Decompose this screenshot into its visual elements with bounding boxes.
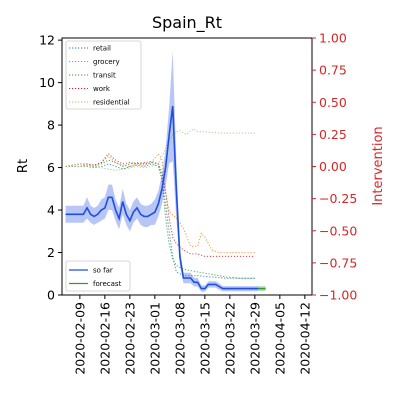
y-tick-label-left: 0 bbox=[47, 288, 55, 303]
legend-rt: so far forecast bbox=[65, 260, 131, 292]
chart-title: Spain_Rt bbox=[152, 13, 222, 33]
x-tick-label: 2020-02-16 bbox=[97, 302, 112, 375]
x-tick-label: 2020-03-01 bbox=[147, 302, 162, 375]
y-axis-label-right: Intervention bbox=[371, 126, 386, 205]
x-tick-label: 2020-03-08 bbox=[172, 302, 187, 375]
x-tick-label: 2020-03-22 bbox=[222, 302, 237, 375]
y-tick-label-right: 0.00 bbox=[319, 159, 347, 174]
series-line-grocery bbox=[65, 152, 255, 254]
y-tick-label-right: 0.50 bbox=[319, 95, 347, 110]
y-tick-label-right: −0.75 bbox=[319, 255, 357, 270]
y-tick-label-left: 8 bbox=[47, 118, 55, 133]
legend-label-work: work bbox=[93, 85, 111, 93]
legend-label-so-far: so far bbox=[93, 267, 113, 275]
x-tick-label: 2020-03-29 bbox=[247, 302, 262, 375]
y-tick-label-right: −0.25 bbox=[319, 191, 357, 206]
x-tick-label: 2020-02-09 bbox=[72, 302, 87, 375]
legend-intervention: retail grocery transit work residential bbox=[65, 40, 142, 110]
y-tick-label-left: 12 bbox=[39, 33, 55, 48]
axis-ticks: 0 2 4 6 8 10 12 1.00 0.75 0.50 0.25 0.00 −0.25 −0.50 −… bbox=[39, 31, 357, 375]
legend-label-residential: residential bbox=[93, 99, 130, 107]
y-tick-label-right: 0.25 bbox=[319, 127, 347, 142]
y-tick-label-left: 2 bbox=[47, 245, 55, 260]
y-tick-label-left: 6 bbox=[47, 160, 55, 175]
x-tick-label: 2020-04-12 bbox=[297, 302, 312, 375]
y-tick-label-left: 10 bbox=[39, 75, 55, 90]
legend-label-retail: retail bbox=[93, 45, 111, 53]
x-tick-label: 2020-03-15 bbox=[197, 302, 212, 375]
series-line-transit bbox=[65, 159, 255, 279]
legend-label-transit: transit bbox=[93, 72, 116, 80]
y-tick-label-right: 1.00 bbox=[319, 31, 347, 46]
series-line-retail bbox=[65, 163, 255, 279]
series-line-so far bbox=[65, 105, 259, 290]
legend-label-grocery: grocery bbox=[93, 58, 120, 66]
x-tick-label: 2020-02-23 bbox=[122, 302, 137, 375]
y-tick-label-right: 0.75 bbox=[319, 63, 347, 78]
plot-area bbox=[65, 50, 266, 292]
y-tick-label-right: −0.50 bbox=[319, 223, 357, 238]
legend-label-forecast: forecast bbox=[93, 280, 122, 288]
legend-intervention-box bbox=[65, 40, 142, 110]
x-tick-label: 2020-04-05 bbox=[272, 302, 287, 375]
y-tick-label-right: −1.00 bbox=[319, 288, 357, 303]
y-tick-label-left: 4 bbox=[47, 203, 55, 218]
y-axis-label-left: Rt bbox=[16, 159, 31, 173]
series-line-residential bbox=[65, 128, 255, 171]
